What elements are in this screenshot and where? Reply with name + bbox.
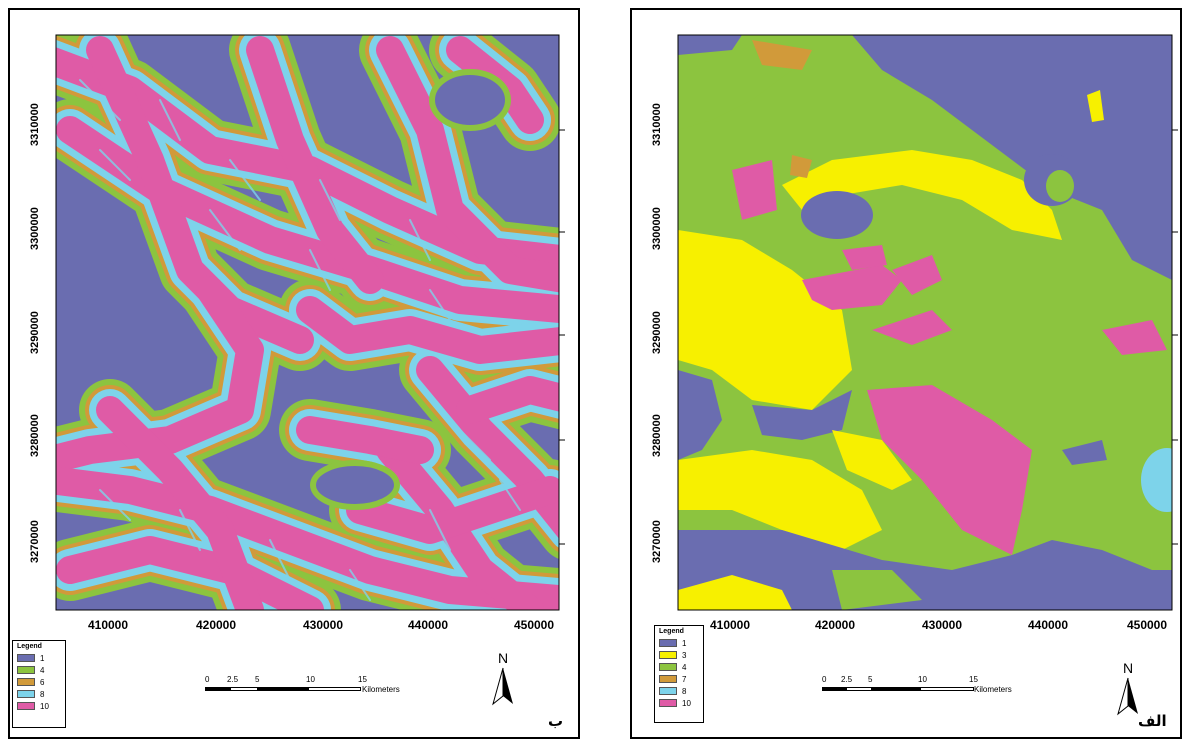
x-tick: 430000: [922, 618, 962, 632]
panel-label: الف: [1138, 712, 1167, 730]
y-tick: 3270000: [651, 520, 663, 563]
north-arrow-icon: [1117, 677, 1138, 716]
legend-item: 8: [659, 685, 699, 697]
y-tick: 3280000: [651, 414, 663, 457]
y-tick: 3310000: [29, 103, 41, 146]
map-alef-canvas: 3310000 3300000 3290000 3280000 3270000 …: [651, 34, 1178, 632]
x-tick: 430000: [303, 618, 343, 632]
north-arrow-b: N: [490, 650, 516, 709]
x-tick: 410000: [710, 618, 750, 632]
legend-item: 4: [17, 664, 61, 676]
raster-alef: [678, 35, 1172, 610]
map-b-canvas: 3310000 3300000 3290000 3280000 3270000 …: [29, 34, 565, 632]
legend-item: 1: [659, 637, 699, 649]
x-tick: 420000: [815, 618, 855, 632]
x-tick: 420000: [196, 618, 236, 632]
legend-title: Legend: [659, 628, 684, 635]
x-tick: 440000: [1028, 618, 1068, 632]
legend-item: 10: [659, 697, 699, 709]
map-panel-alef: 3310000 3300000 3290000 3280000 3270000 …: [630, 8, 1182, 739]
raster-b: [56, 35, 559, 610]
y-tick: 3300000: [29, 207, 41, 250]
legend-item: 8: [17, 688, 61, 700]
legend-item: 3: [659, 649, 699, 661]
y-tick: 3270000: [29, 520, 41, 563]
scale-bar-b: 0 2.5 5 10 15 Kilometers: [205, 675, 400, 694]
y-tick: 3300000: [651, 207, 663, 250]
legend-title: Legend: [17, 643, 42, 650]
map-panel-b: 3310000 3300000 3290000 3280000 3270000 …: [8, 8, 580, 739]
y-tick: 3290000: [651, 311, 663, 354]
x-tick: 440000: [408, 618, 448, 632]
north-arrow-alef: N: [1115, 660, 1141, 719]
legend-b: Legend 1 4 6 8 10: [12, 640, 66, 728]
legend-item: 10: [17, 700, 61, 712]
scale-bar-alef: 0 2.5 5 10 15 Kilometers: [822, 675, 1012, 694]
legend-alef: Legend 1 3 4 7 8 10: [654, 625, 704, 723]
y-tick: 3280000: [29, 414, 41, 457]
y-tick: 3290000: [29, 311, 41, 354]
x-tick: 450000: [514, 618, 554, 632]
x-tick: 410000: [88, 618, 128, 632]
y-tick: 3310000: [651, 103, 663, 146]
north-arrow-icon: [492, 667, 513, 706]
panel-label: ب: [548, 712, 564, 730]
legend-item: 6: [17, 676, 61, 688]
x-tick: 450000: [1127, 618, 1167, 632]
legend-item: 1: [17, 652, 61, 664]
legend-item: 7: [659, 673, 699, 685]
legend-item: 4: [659, 661, 699, 673]
